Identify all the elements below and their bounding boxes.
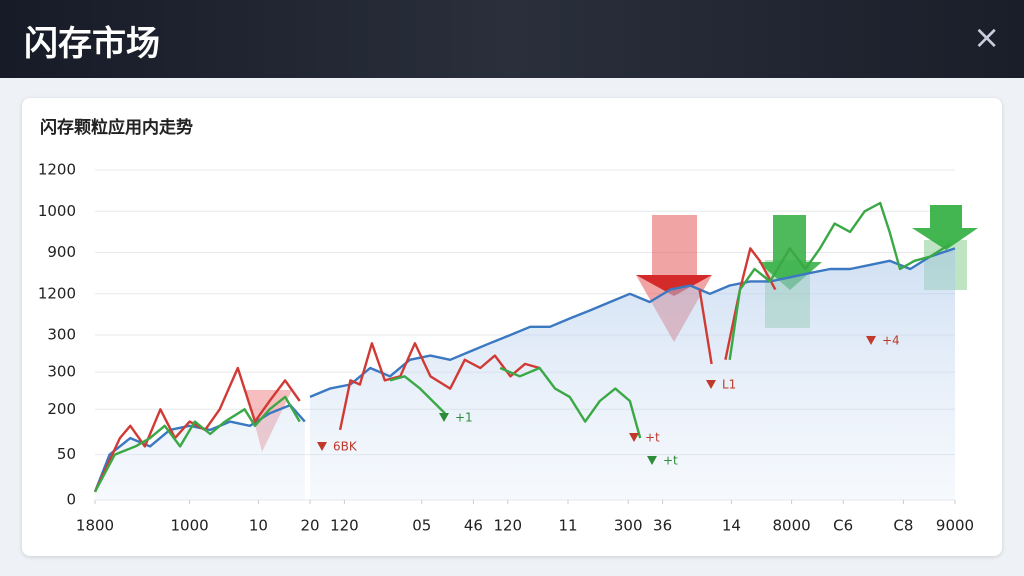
- plot: 6BK +1 +t+t L1 +4: [93, 201, 956, 500]
- annotation: +4: [882, 334, 900, 348]
- arrow-decoration: [912, 205, 978, 250]
- annotation: 6BK: [333, 440, 358, 454]
- annotation-marker: [866, 336, 876, 345]
- x-tick-label: 8000: [773, 517, 811, 535]
- x-tick-label: 120: [330, 517, 359, 535]
- y-tick-label: 300: [47, 363, 76, 381]
- x-tick-label: 46: [464, 517, 483, 535]
- x-tick-label: 300: [614, 517, 643, 535]
- x-tick-label: 36: [653, 517, 672, 535]
- y-tick-label: 1200: [38, 284, 76, 302]
- y-tick-label: 0: [66, 491, 76, 509]
- annotation-marker: [629, 433, 639, 442]
- annotation-marker: [706, 380, 716, 389]
- x-tick-label: 1800: [76, 517, 114, 535]
- x-tick-label: 1000: [171, 517, 209, 535]
- annotation-marker: [647, 456, 657, 465]
- y-tick-label: 900: [47, 243, 76, 261]
- x-tick-label: C8: [893, 517, 913, 535]
- chart-title: 闪存颗粒应用内走势: [40, 117, 193, 138]
- x-tick-label: 14: [722, 517, 741, 535]
- x-tick-label: C6: [833, 517, 853, 535]
- x-tick-label: 120: [493, 517, 522, 535]
- annotation: +t: [645, 431, 660, 445]
- y-tick-label: 1000: [38, 202, 76, 220]
- annotation: +1: [455, 411, 473, 425]
- x-tick-label: 11: [558, 517, 577, 535]
- arrow-decoration: [636, 275, 712, 296]
- line: [93, 247, 777, 493]
- close-button[interactable]: ×: [973, 18, 1000, 56]
- annotation: L1: [722, 378, 736, 392]
- y-tick-label: 300: [47, 326, 76, 344]
- header: 闪存市场 ×: [0, 0, 1024, 78]
- x-tick-label: 10: [249, 517, 268, 535]
- y-tick-label: 1200: [38, 161, 76, 179]
- arrow-decoration: [758, 215, 822, 290]
- y-tick-label: 50: [57, 445, 76, 463]
- header-title: 闪存市场: [24, 24, 160, 64]
- line: [93, 201, 951, 493]
- y-tick-label: 200: [47, 400, 76, 418]
- annotation-marker: [317, 442, 327, 451]
- annotation-marker: [439, 413, 449, 422]
- x-tick-label: 20: [300, 517, 319, 535]
- x-tick-label: 9000: [936, 517, 974, 535]
- x-tick-label: 05: [412, 517, 431, 535]
- annotation: +t: [663, 454, 678, 468]
